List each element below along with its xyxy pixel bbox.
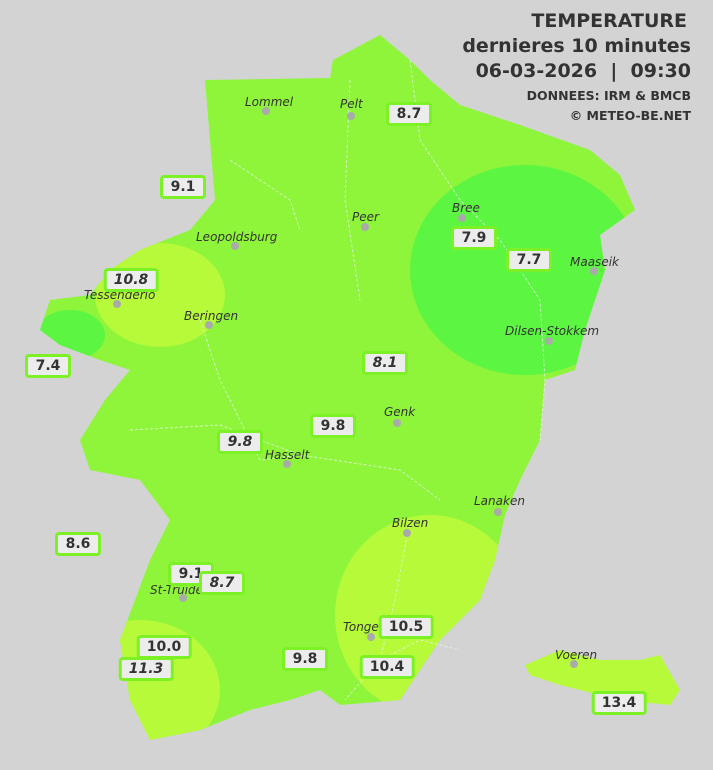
city-name: Dilsen-Stokkem: [505, 324, 600, 338]
city-name: Peer: [352, 210, 379, 224]
temperature-reading: 9.8: [310, 414, 356, 438]
city-marker: [393, 419, 401, 427]
temperature-reading: 7.4: [25, 354, 71, 378]
city-marker: [262, 107, 270, 115]
zone-cold-west: [40, 310, 105, 360]
temperature-reading: 10.5: [378, 615, 434, 639]
city-marker: [113, 300, 121, 308]
city-marker: [590, 267, 598, 275]
map-title: TEMPERATURE: [531, 10, 687, 32]
city-marker: [361, 223, 369, 231]
temperature-reading: 7.9: [451, 226, 497, 250]
data-source: DONNEES: IRM & BMCB: [526, 88, 691, 103]
city-marker: [347, 112, 355, 120]
temperature-reading: 10.4: [359, 655, 415, 679]
temperature-reading: 8.1: [362, 351, 408, 375]
temperature-reading: 10.8: [103, 268, 159, 292]
city-marker: [458, 214, 466, 222]
city-name: Genk: [384, 405, 416, 419]
city-name: Voeren: [555, 648, 598, 662]
temperature-reading: 8.7: [199, 571, 245, 595]
city-marker: [231, 242, 239, 250]
map-subtitle: dernieres 10 minutes: [462, 35, 691, 57]
city-name: Hasselt: [265, 448, 310, 462]
city-marker: [283, 460, 291, 468]
city-name: Lommel: [245, 95, 294, 109]
city-marker: [570, 660, 578, 668]
city-marker: [403, 529, 411, 537]
temperature-reading: 8.6: [55, 532, 101, 556]
temperature-reading: 7.7: [506, 248, 552, 272]
temperature-reading: 9.1: [160, 175, 206, 199]
temperature-reading: 11.3: [118, 657, 174, 681]
temperature-reading: 8.7: [386, 102, 432, 126]
city-name: Maaseik: [570, 255, 619, 269]
temperature-reading: 9.8: [217, 430, 263, 454]
city-marker: [494, 508, 502, 516]
city-name: St-Truiden: [150, 583, 211, 597]
map-datetime: 06-03-2026 | 09:30: [475, 60, 691, 82]
city-name: Bree: [452, 201, 480, 215]
city-marker: [205, 321, 213, 329]
temperature-reading: 10.0: [136, 635, 192, 659]
city-marker: [545, 337, 553, 345]
city-name: Lanaken: [474, 494, 525, 508]
city-marker: [367, 633, 375, 641]
temperature-reading: 9.8: [282, 647, 328, 671]
copyright: © METEO-BE.NET: [569, 108, 691, 123]
city-name: Beringen: [184, 309, 239, 323]
temperature-reading: 13.4: [591, 691, 647, 715]
city-name: Pelt: [340, 97, 363, 111]
city-name: Leopoldsburg: [196, 230, 278, 244]
city-name: Bilzen: [392, 516, 429, 530]
city-marker: [179, 594, 187, 602]
